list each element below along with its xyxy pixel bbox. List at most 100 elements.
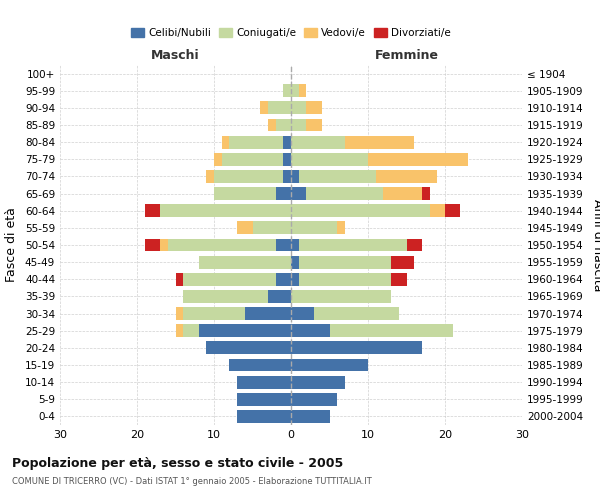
Bar (291, 358, 368, 372)
Bar (145, 238, 291, 252)
Bar (245, 307, 291, 320)
Bar (206, 342, 291, 354)
Bar (291, 170, 437, 183)
Bar (237, 393, 291, 406)
Bar (183, 290, 291, 303)
Bar (237, 410, 291, 423)
Bar (291, 358, 368, 372)
Legend: Celibi/Nubili, Coniugati/e, Vedovi/e, Divorziati/e: Celibi/Nubili, Coniugati/e, Vedovi/e, Di… (127, 24, 455, 42)
Bar (199, 256, 291, 268)
Bar (183, 290, 291, 303)
Bar (291, 324, 453, 337)
Bar (291, 393, 337, 406)
Bar (291, 307, 399, 320)
Bar (291, 393, 337, 406)
Bar (229, 136, 291, 148)
Bar (237, 222, 291, 234)
Bar (291, 222, 337, 234)
Y-axis label: Fasce di età: Fasce di età (5, 208, 18, 282)
Bar (291, 273, 299, 285)
Text: Popolazione per età, sesso e stato civile - 2005: Popolazione per età, sesso e stato civil… (12, 458, 343, 470)
Bar (291, 84, 299, 97)
Bar (199, 324, 291, 337)
Bar (176, 273, 291, 285)
Bar (183, 290, 291, 303)
Bar (283, 136, 291, 148)
Bar (237, 410, 291, 423)
Bar (229, 358, 291, 372)
Bar (176, 307, 291, 320)
Bar (291, 256, 414, 268)
Bar (291, 342, 422, 354)
Bar (237, 376, 291, 388)
Bar (214, 153, 291, 166)
Bar (222, 153, 291, 166)
Bar (291, 170, 299, 183)
Bar (291, 187, 307, 200)
Bar (260, 102, 291, 114)
Text: Femmine: Femmine (374, 50, 439, 62)
Bar (291, 118, 322, 132)
Bar (291, 102, 307, 114)
Bar (291, 410, 329, 423)
Bar (291, 307, 399, 320)
Bar (268, 102, 291, 114)
Bar (291, 204, 445, 217)
Bar (160, 204, 291, 217)
Bar (214, 170, 291, 183)
Bar (214, 187, 291, 200)
Bar (291, 222, 345, 234)
Bar (291, 136, 414, 148)
Bar (237, 376, 291, 388)
Bar (206, 170, 291, 183)
Bar (291, 118, 322, 132)
Bar (222, 136, 291, 148)
Bar (283, 170, 291, 183)
Bar (291, 410, 329, 423)
Bar (291, 393, 337, 406)
Bar (183, 324, 291, 337)
Bar (291, 238, 299, 252)
Bar (291, 358, 368, 372)
Bar (291, 342, 422, 354)
Bar (291, 324, 453, 337)
Bar (291, 273, 391, 285)
Bar (291, 204, 460, 217)
Bar (291, 187, 383, 200)
Bar (291, 256, 391, 268)
Bar (237, 376, 291, 388)
Bar (291, 376, 345, 388)
Bar (214, 187, 291, 200)
Bar (160, 204, 291, 217)
Bar (291, 376, 345, 388)
Bar (291, 102, 322, 114)
Bar (291, 153, 368, 166)
Bar (268, 118, 291, 132)
Bar (291, 307, 314, 320)
Bar (291, 170, 437, 183)
Bar (291, 170, 376, 183)
Bar (214, 187, 291, 200)
Bar (291, 222, 345, 234)
Bar (199, 256, 291, 268)
Bar (291, 84, 307, 97)
Bar (291, 290, 391, 303)
Bar (283, 84, 291, 97)
Bar (291, 256, 299, 268)
Bar (237, 376, 291, 388)
Bar (291, 324, 329, 337)
Bar (291, 238, 407, 252)
Bar (183, 273, 291, 285)
Bar (291, 290, 391, 303)
Bar (275, 273, 291, 285)
Bar (291, 307, 399, 320)
Bar (237, 393, 291, 406)
Bar (206, 342, 291, 354)
Bar (291, 256, 391, 268)
Bar (275, 238, 291, 252)
Bar (237, 393, 291, 406)
Bar (291, 136, 345, 148)
Bar (253, 222, 291, 234)
Bar (291, 410, 329, 423)
Bar (176, 324, 291, 337)
